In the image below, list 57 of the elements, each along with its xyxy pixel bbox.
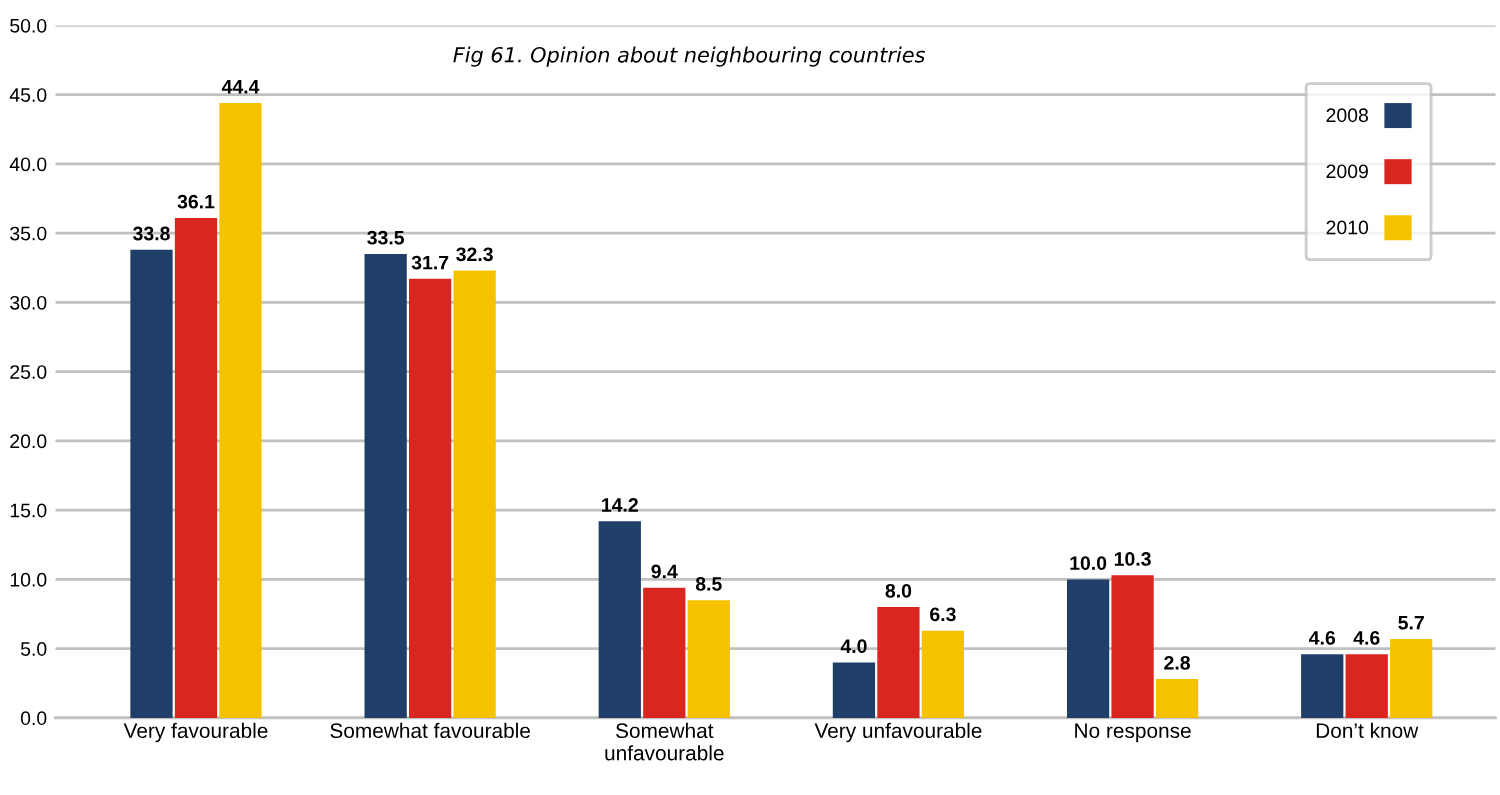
data-label: 10.0 — [1070, 556, 1107, 570]
bar — [1155, 679, 1199, 718]
data-label: 4.6 — [1309, 631, 1336, 645]
bar — [832, 662, 876, 718]
y-tick-label: 35.0 — [10, 226, 47, 241]
bar — [687, 600, 730, 718]
y-tick-label: 45.0 — [9, 88, 47, 102]
data-label: 33.5 — [367, 230, 405, 245]
bar — [364, 253, 407, 718]
bar — [174, 217, 218, 718]
bar — [130, 249, 173, 718]
data-label: 4.6 — [1353, 631, 1380, 645]
x-tick-label: Somewhat unfavourable — [605, 722, 724, 761]
x-tick-label: No response — [1075, 723, 1191, 743]
data-label: 36.1 — [177, 194, 215, 209]
y-tick-label: 10.0 — [10, 572, 47, 587]
legend-label: 2010 — [1326, 220, 1369, 235]
data-label: 8.5 — [695, 577, 722, 591]
bar — [921, 630, 965, 718]
bar — [643, 587, 686, 718]
bar — [598, 521, 641, 718]
data-label: 44.4 — [221, 80, 260, 94]
bar — [219, 102, 262, 718]
data-label: 5.7 — [1398, 615, 1424, 630]
data-label: 4.0 — [840, 639, 867, 654]
y-tick-label: 5.0 — [20, 642, 47, 656]
data-label: 10.3 — [1114, 552, 1151, 566]
y-tick-label: 50.0 — [10, 18, 47, 33]
y-tick-label: 40.0 — [9, 157, 47, 172]
y-tick-label: 30.0 — [10, 295, 47, 310]
bar — [409, 278, 452, 718]
y-tick-label: 15.0 — [10, 503, 47, 518]
data-label: 32.3 — [456, 247, 493, 262]
bar — [877, 607, 920, 718]
data-label: 6.3 — [930, 607, 956, 622]
x-tick-label: Don’t know — [1316, 722, 1419, 739]
data-label: 33.8 — [133, 226, 170, 241]
bar — [1301, 654, 1344, 718]
x-tick-label: Somewhat favourable — [330, 722, 530, 739]
data-label: 8.0 — [885, 583, 912, 598]
text: Fig 61. Opinion about neighbouring countries — [453, 46, 926, 67]
data-label: 31.7 — [411, 255, 449, 270]
data-label: 9.4 — [651, 564, 678, 579]
x-tick-label: Very unfavourable — [814, 722, 982, 743]
bar — [1390, 638, 1433, 718]
y-tick-label: 0.0 — [20, 711, 47, 726]
x-tick-label: Very favourable — [123, 722, 268, 743]
y-tick-label: 20.0 — [10, 434, 47, 449]
data-label: 14.2 — [602, 498, 638, 512]
data-label: 2.8 — [1164, 655, 1190, 670]
bar — [453, 270, 496, 718]
bar — [1111, 575, 1154, 718]
legend-label: 2009 — [1326, 164, 1368, 179]
bar — [1345, 654, 1388, 718]
bar — [1066, 579, 1110, 718]
y-tick-label: 25.0 — [10, 365, 47, 379]
legend-label: 2008 — [1326, 108, 1368, 123]
